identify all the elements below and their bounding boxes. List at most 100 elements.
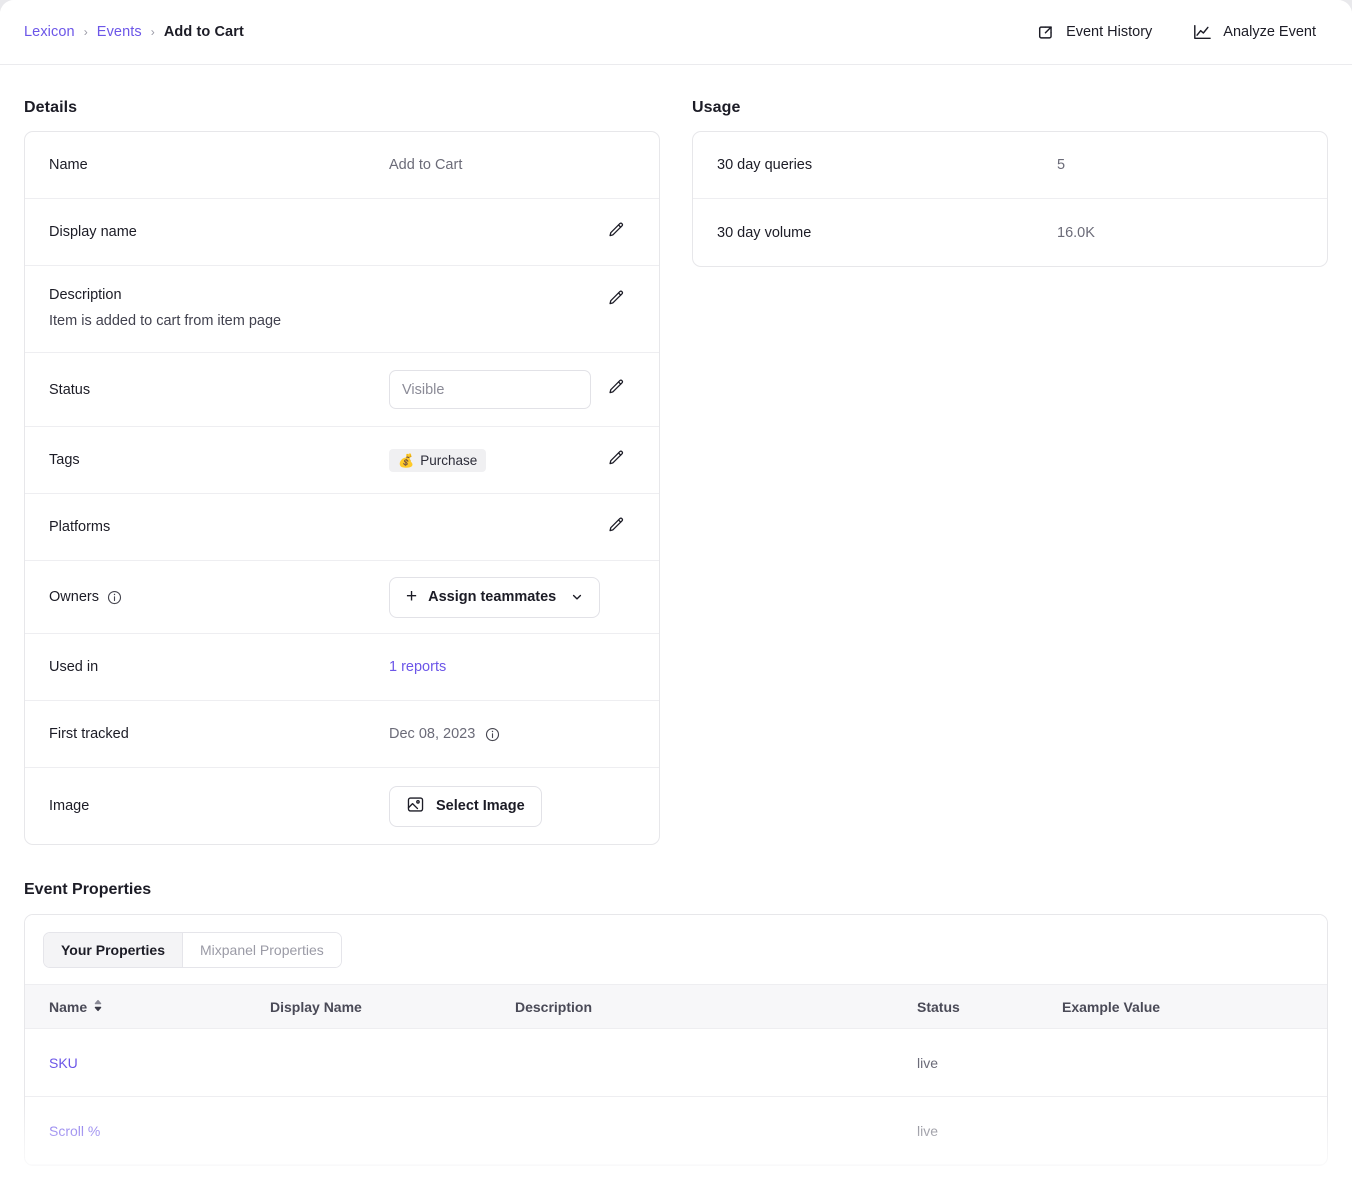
main-content: Details Name Add to Cart Display name	[0, 65, 1352, 845]
column-header-display-name[interactable]: Display Name	[270, 984, 515, 1029]
event-properties-card: Your Properties Mixpanel Properties Name	[24, 914, 1328, 1166]
cell-description	[515, 1028, 917, 1097]
top-bar-actions: Event History Analyze Event	[1037, 23, 1330, 41]
details-row-image: Image Select Image	[25, 768, 659, 844]
details-row-description: Description Item is added to cart from i…	[25, 266, 659, 353]
details-row-tags: Tags 💰 Purchase	[25, 427, 659, 494]
column-header-example-value[interactable]: Example Value	[1062, 984, 1327, 1029]
breadcrumb-item-events[interactable]: Events	[96, 24, 142, 40]
edit-tags-button[interactable]	[607, 449, 637, 472]
tag-chip-label: Purchase	[420, 452, 478, 468]
event-properties-section: Event Properties Your Properties Mixpane…	[0, 881, 1352, 1166]
properties-tabs-bar: Your Properties Mixpanel Properties	[25, 915, 1327, 984]
pencil-icon	[607, 221, 625, 244]
cell-example-value	[1062, 1028, 1327, 1097]
row-label-first-tracked: First tracked	[49, 726, 129, 742]
column-header-name-label: Name	[49, 998, 88, 1015]
properties-tabs: Your Properties Mixpanel Properties	[43, 932, 342, 968]
top-bar: Lexicon › Events › Add to Cart Event His…	[0, 0, 1352, 65]
row-label-platforms: Platforms	[49, 519, 111, 535]
usage-row-queries: 30 day queries 5	[693, 132, 1327, 199]
edit-status-button[interactable]	[607, 378, 637, 401]
cell-display-name	[270, 1028, 515, 1097]
column-header-description[interactable]: Description	[515, 984, 917, 1029]
cell-description	[515, 1096, 917, 1165]
breadcrumb-separator-icon: ›	[83, 25, 88, 39]
column-header-status[interactable]: Status	[917, 984, 1062, 1029]
row-value-tags: 💰 Purchase	[389, 448, 607, 472]
tag-chip-purchase[interactable]: 💰 Purchase	[389, 448, 487, 472]
edit-platforms-button[interactable]	[607, 516, 637, 539]
properties-table-head: Name Display Name Description	[25, 984, 1327, 1029]
row-value-name: Add to Cart	[389, 157, 463, 173]
row-value-description: Item is added to cart from item page	[49, 313, 282, 329]
details-row-first-tracked: First tracked Dec 08, 2023	[25, 701, 659, 768]
money-bag-icon: 💰	[398, 452, 415, 468]
details-row-display-name: Display name	[25, 199, 659, 266]
event-history-button[interactable]: Event History	[1037, 23, 1152, 41]
row-label-owners: Owners	[49, 589, 389, 605]
cell-display-name	[270, 1096, 515, 1165]
info-icon[interactable]	[485, 727, 500, 742]
breadcrumb: Lexicon › Events › Add to Cart	[24, 24, 244, 40]
select-image-label: Select Image	[436, 798, 525, 814]
properties-table-body: SKU live Scroll % live	[25, 1028, 1327, 1165]
event-properties-title: Event Properties	[24, 881, 152, 898]
external-link-icon	[1037, 23, 1055, 41]
description-block: Description Item is added to cart from i…	[49, 287, 281, 329]
sort-icon[interactable]	[93, 999, 103, 1015]
usage-card: 30 day queries 5 30 day volume 16.0K	[692, 131, 1328, 267]
row-value-used-in: 1 reports	[389, 659, 637, 675]
two-column-layout: Details Name Add to Cart Display name	[24, 65, 1328, 845]
edit-display-name-button[interactable]	[607, 221, 637, 244]
details-section-title: Details	[24, 99, 78, 116]
row-label-image: Image	[49, 798, 90, 814]
cell-example-value	[1062, 1096, 1327, 1165]
details-row-name: Name Add to Cart	[25, 132, 659, 199]
edit-description-button[interactable]	[607, 289, 637, 312]
breadcrumb-separator-icon: ›	[150, 25, 155, 39]
analyze-event-button[interactable]: Analyze Event	[1192, 23, 1316, 41]
assign-teammates-label: Assign teammates	[428, 589, 557, 605]
row-label-used-in: Used in	[49, 659, 99, 675]
details-row-platforms: Platforms	[25, 494, 659, 561]
used-in-reports-link[interactable]: 1 reports	[389, 659, 447, 675]
row-label-description: Description	[49, 287, 122, 303]
property-name-link[interactable]: SKU	[49, 1054, 78, 1071]
table-row[interactable]: SKU live	[25, 1028, 1327, 1097]
row-label-status: Status	[49, 381, 91, 398]
info-icon[interactable]	[107, 590, 122, 605]
assign-teammates-button[interactable]: + Assign teammates	[389, 576, 601, 618]
plus-icon: +	[406, 585, 418, 607]
details-column: Details Name Add to Cart Display name	[24, 65, 660, 845]
select-image-button[interactable]: Select Image	[389, 785, 542, 827]
breadcrumb-item-current: Add to Cart	[163, 24, 244, 40]
cell-status: live	[917, 1096, 1062, 1165]
line-chart-icon	[1192, 23, 1212, 41]
row-label-name: Name	[49, 157, 88, 173]
row-value-first-tracked: Dec 08, 2023	[389, 726, 637, 742]
details-card: Name Add to Cart Display name	[24, 131, 660, 845]
pencil-icon	[607, 378, 625, 401]
tab-your-properties[interactable]: Your Properties	[44, 933, 183, 967]
details-row-owners: Owners +	[25, 561, 659, 634]
usage-row-volume: 30 day volume 16.0K	[693, 199, 1327, 266]
chevron-down-icon	[571, 591, 583, 603]
properties-table-header-row: Name Display Name Description	[25, 984, 1327, 1029]
usage-label-30-day-volume: 30 day volume	[717, 224, 812, 241]
property-name-link[interactable]: Scroll %	[49, 1122, 101, 1139]
row-label-tags: Tags	[49, 452, 80, 468]
breadcrumb-item-lexicon[interactable]: Lexicon	[24, 24, 75, 40]
cell-property-name: SKU	[25, 1028, 270, 1097]
status-input[interactable]	[389, 370, 591, 409]
row-label-display-name: Display name	[49, 224, 137, 240]
details-row-status: Status	[25, 353, 659, 427]
cell-status: live	[917, 1028, 1062, 1097]
first-tracked-date: Dec 08, 2023	[389, 726, 476, 742]
column-header-name[interactable]: Name	[25, 984, 270, 1029]
table-row[interactable]: Scroll % live	[25, 1096, 1327, 1165]
owners-label-text: Owners	[49, 589, 99, 605]
tab-mixpanel-properties[interactable]: Mixpanel Properties	[183, 933, 341, 967]
pencil-icon	[607, 289, 625, 312]
